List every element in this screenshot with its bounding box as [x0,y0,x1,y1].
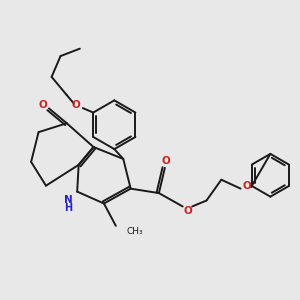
Text: CH₃: CH₃ [126,226,143,236]
Text: O: O [72,100,81,110]
Text: H: H [64,203,72,213]
Text: N: N [64,195,73,205]
Text: O: O [184,206,192,216]
Text: O: O [242,181,251,191]
Text: O: O [162,156,171,166]
Text: O: O [38,100,47,110]
